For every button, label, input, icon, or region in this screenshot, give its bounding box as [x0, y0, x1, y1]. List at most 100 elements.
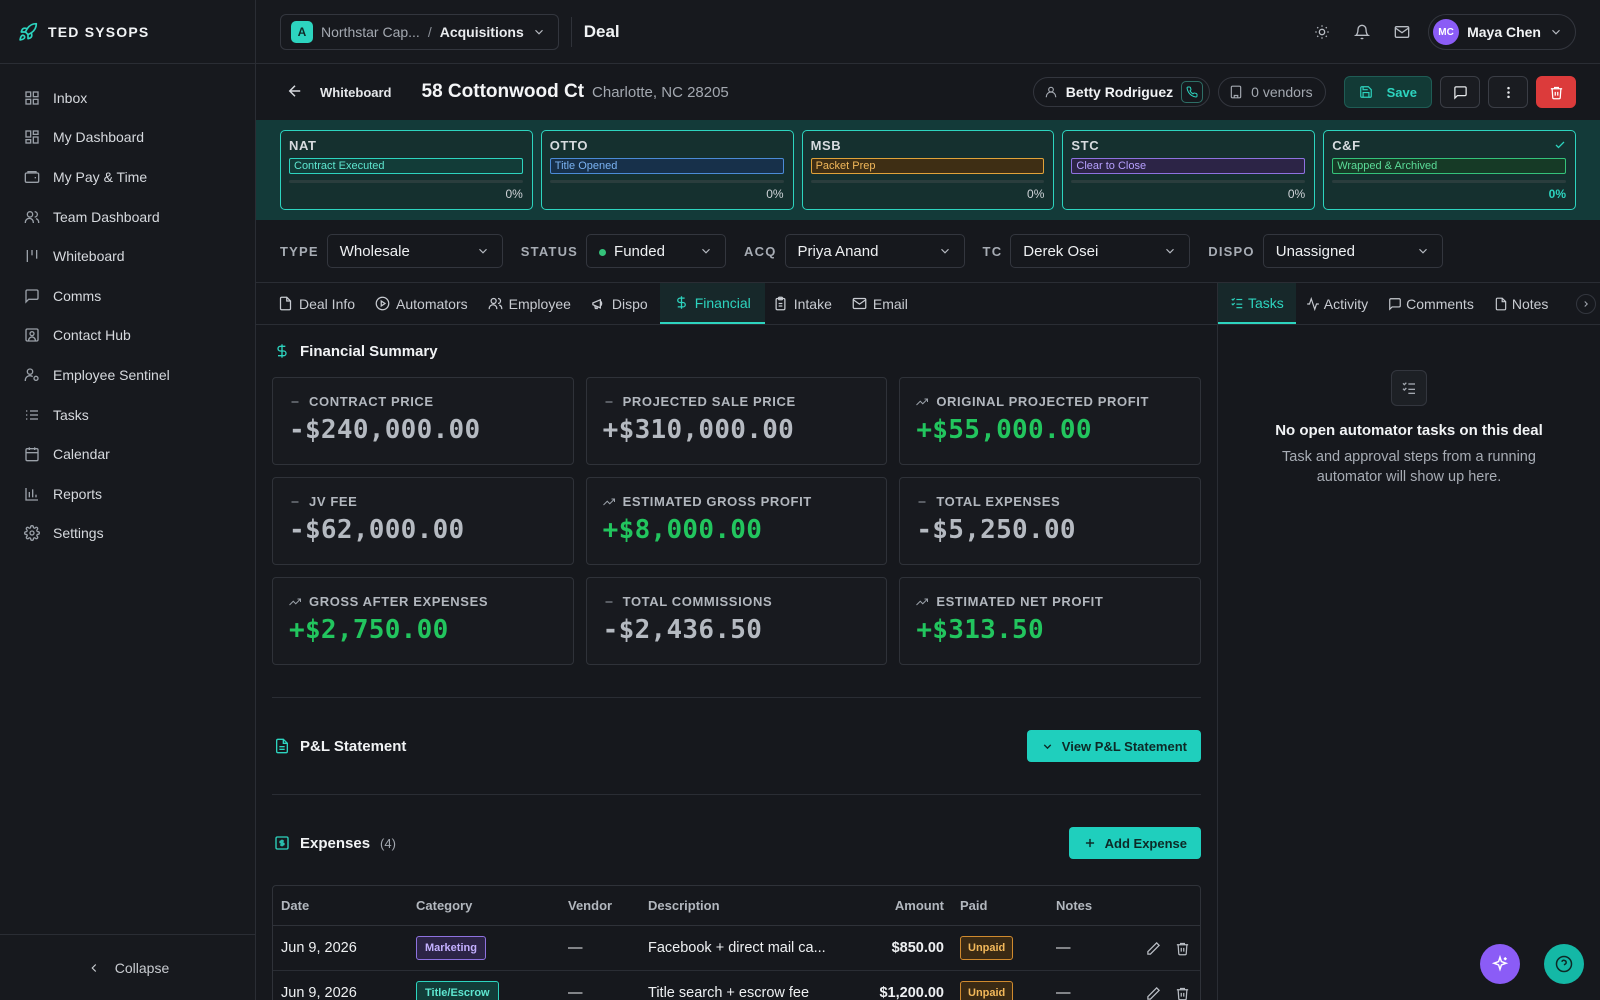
help-button[interactable]: [1544, 944, 1584, 984]
dashboard-icon: [24, 129, 40, 145]
comment-button[interactable]: [1440, 76, 1480, 108]
table-row[interactable]: Jun 9, 2026 Title/Escrow — Title search …: [273, 971, 1200, 1000]
tc-select[interactable]: Derek Osei: [1010, 234, 1191, 268]
tab-tasks[interactable]: Tasks: [1218, 283, 1296, 324]
column-header[interactable]: Category: [416, 898, 473, 913]
tab-financial[interactable]: Financial: [659, 283, 765, 324]
collapse-button[interactable]: Collapse: [0, 934, 256, 1000]
topbar-actions: MC Maya Chen: [1302, 14, 1576, 50]
org-badge: A: [291, 20, 313, 43]
side-panel-tabs: Tasks Activity Comments Notes: [1217, 283, 1600, 325]
trash-icon[interactable]: [1175, 986, 1190, 1000]
sun-icon[interactable]: [1302, 14, 1342, 50]
tab-comments[interactable]: Comments: [1378, 283, 1484, 324]
contact-name: Betty Rodriguez: [1065, 84, 1174, 100]
stage-card-stc[interactable]: STC Clear to Close 0%: [1062, 130, 1316, 210]
stat-card-jv-fee: JV FEE -$62,000.00: [272, 477, 574, 565]
minus-icon: [603, 596, 615, 608]
column-header[interactable]: Description: [648, 898, 720, 913]
expense-notes: —: [1056, 940, 1071, 956]
expense-paid-cell: Unpaid: [952, 936, 1048, 960]
stage-progress: 0%: [1548, 187, 1566, 201]
tab-employee[interactable]: Employee: [480, 283, 583, 324]
paid-badge[interactable]: Unpaid: [960, 936, 1014, 960]
stage-card-nat[interactable]: NAT Contract Executed 0%: [280, 130, 533, 210]
column-header[interactable]: Notes: [1056, 898, 1093, 913]
acq-select[interactable]: Priya Anand: [784, 234, 965, 268]
button-label: View P&L Statement: [1061, 738, 1187, 754]
minus-icon: [916, 496, 928, 508]
stage-card-msb[interactable]: MSB Packet Prep 0%: [801, 130, 1055, 210]
stage-status: Clear to Close: [1071, 158, 1306, 174]
dispo-select[interactable]: Unassigned: [1262, 234, 1443, 268]
tab-activity[interactable]: Activity: [1296, 283, 1378, 324]
sidebar-item-my-pay-time[interactable]: My Pay & Time: [0, 157, 255, 197]
sidebar-item-my-dashboard[interactable]: My Dashboard: [0, 118, 255, 158]
expense-date: Jun 9, 2026: [281, 985, 357, 1000]
divider: [272, 697, 1201, 698]
wallet-icon: [24, 169, 40, 185]
tab-automators[interactable]: Automators: [367, 283, 480, 324]
sidebar-item-whiteboard[interactable]: Whiteboard: [0, 236, 255, 276]
sidebar-item-comms[interactable]: Comms: [0, 276, 255, 316]
edit-icon[interactable]: [1146, 986, 1161, 1000]
back-arrow-icon[interactable]: [286, 82, 306, 102]
sidebar-item-calendar[interactable]: Calendar: [0, 434, 255, 474]
more-button[interactable]: [1488, 76, 1528, 108]
column-header[interactable]: Vendor: [568, 898, 613, 913]
card-label-row: CONTRACT PRICE: [289, 394, 557, 409]
ai-assistant-button[interactable]: [1480, 944, 1520, 984]
bar-chart-icon: [24, 486, 40, 502]
sidebar-item-inbox[interactable]: Inbox: [0, 78, 255, 118]
tab-label: Tasks: [1248, 294, 1284, 311]
status-select[interactable]: Funded: [586, 234, 727, 268]
sidebar-item-settings[interactable]: Settings: [0, 514, 255, 554]
card-value: -$2,436.50: [602, 615, 763, 645]
sidebar-item-team-dashboard[interactable]: Team Dashboard: [0, 197, 255, 237]
workspace-name: Acquisitions: [439, 23, 524, 40]
sidebar-item-employee-sentinel[interactable]: Employee Sentinel: [0, 355, 255, 395]
minus-icon: [289, 496, 301, 508]
card-label: ORIGINAL PROJECTED PROFIT: [936, 394, 1149, 409]
card-label-row: JV FEE: [289, 494, 557, 509]
workspace-switcher[interactable]: A Northstar Cap... / Acquisitions: [280, 13, 559, 50]
tab-notes[interactable]: Notes: [1484, 283, 1559, 324]
tab-intake[interactable]: Intake: [765, 283, 844, 324]
column-header[interactable]: Amount: [894, 898, 944, 913]
contact-pill[interactable]: Betty Rodriguez: [1032, 77, 1211, 107]
tab-email[interactable]: Email: [844, 283, 920, 324]
expenses-heading: Expenses (4): [272, 817, 396, 869]
brand[interactable]: TED SYSOPS: [0, 0, 255, 64]
user-menu[interactable]: MC Maya Chen: [1428, 14, 1576, 50]
column-header[interactable]: Paid: [960, 898, 988, 913]
mail-icon[interactable]: [1382, 14, 1422, 50]
trash-icon[interactable]: [1175, 941, 1190, 956]
view-pnl-button[interactable]: View P&L Statement: [1026, 730, 1201, 762]
save-button[interactable]: Save: [1343, 76, 1432, 108]
edit-icon[interactable]: [1146, 941, 1161, 956]
vendors-pill[interactable]: 0 vendors: [1218, 77, 1326, 107]
back-link[interactable]: Whiteboard: [320, 84, 392, 100]
delete-deal-button[interactable]: [1536, 76, 1576, 108]
column-header[interactable]: Date: [281, 898, 310, 913]
table-row[interactable]: Jun 9, 2026 Marketing — Facebook + direc…: [273, 926, 1200, 971]
sidebar-item-reports[interactable]: Reports: [0, 474, 255, 514]
stage-progress-bar: [810, 180, 1045, 183]
tab-deal-info[interactable]: Deal Info: [270, 283, 367, 324]
stage-progress-bar: [289, 180, 523, 183]
stage-card-otto[interactable]: OTTO Title Opened 0%: [540, 130, 794, 210]
type-select[interactable]: Wholesale: [326, 234, 503, 268]
category-badge: Title/Escrow: [416, 981, 499, 1000]
tab-dispo[interactable]: Dispo: [583, 283, 660, 324]
stage-progress-bar: [1071, 180, 1306, 183]
status-dot: [599, 248, 607, 256]
sidebar-item-tasks[interactable]: Tasks: [0, 395, 255, 435]
chevron-right-icon[interactable]: [1576, 294, 1596, 314]
sidebar-item-contact-hub[interactable]: Contact Hub: [0, 316, 255, 356]
paid-badge[interactable]: Unpaid: [960, 981, 1014, 1000]
stage-card-cf[interactable]: C&F Wrapped & Archived 0%: [1323, 130, 1576, 210]
phone-icon[interactable]: [1181, 81, 1204, 103]
trending-up-icon: [916, 596, 929, 608]
bell-icon[interactable]: [1342, 14, 1382, 50]
add-expense-button[interactable]: Add Expense: [1068, 827, 1201, 859]
